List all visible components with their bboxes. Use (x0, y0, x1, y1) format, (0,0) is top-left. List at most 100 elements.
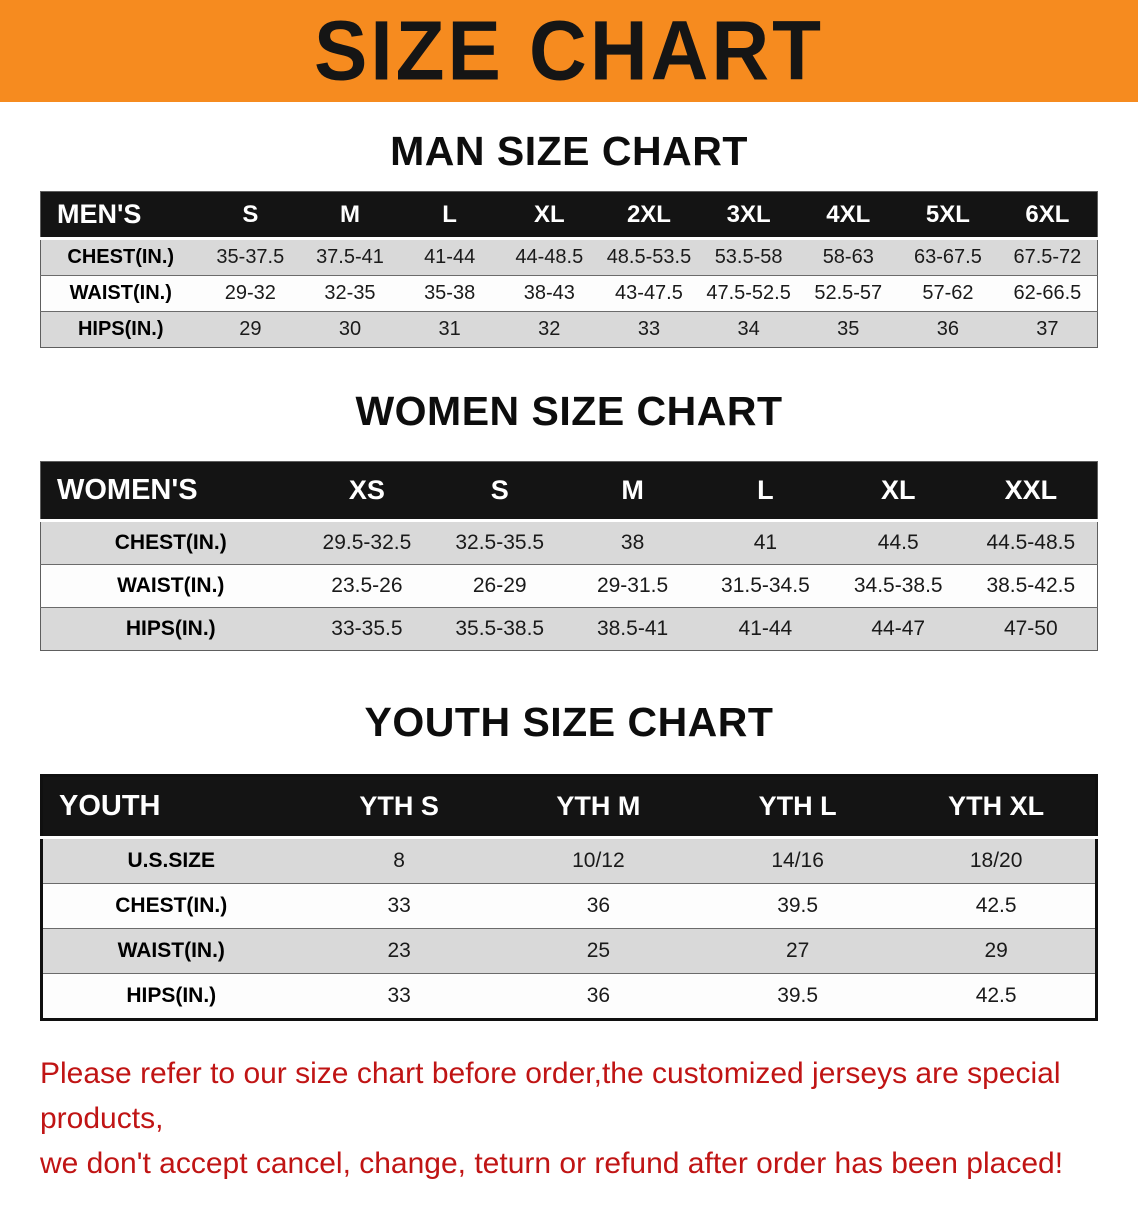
header-row: YOUTH YTH S YTH M YTH L YTH XL (41, 775, 1097, 839)
value-cell: 29-31.5 (566, 564, 699, 608)
table-title-cell: WOMEN'S (40, 461, 301, 522)
value-cell: 29 (200, 311, 301, 348)
table-row: HIPS(IN.) 29 30 31 32 33 34 35 36 37 (40, 311, 1098, 348)
value-cell: 47.5-52.5 (698, 275, 799, 312)
column-header-cell: M (566, 461, 699, 522)
column-header-cell: 3XL (698, 191, 799, 240)
value-cell: 26-29 (433, 564, 567, 608)
footer-note-line-1: Please refer to our size chart before or… (40, 1057, 1061, 1135)
column-header-cell: L (698, 461, 832, 522)
value-cell: 27 (698, 928, 898, 974)
table-row: HIPS(IN.) 33 36 39.5 42.5 (41, 973, 1097, 1020)
value-cell: 29-32 (200, 275, 301, 312)
header-row: WOMEN'S XS S M L XL XXL (40, 461, 1098, 522)
value-cell: 32-35 (300, 275, 400, 312)
column-header-cell: YTH M (498, 775, 698, 839)
value-cell: 38-43 (499, 275, 600, 312)
value-cell: 23 (299, 928, 499, 974)
column-header-cell: XL (499, 191, 600, 240)
column-header-cell: XL (831, 461, 965, 522)
table-row: WAIST(IN.) 23 25 27 29 (41, 928, 1097, 974)
row-label-cell: CHEST(IN.) (41, 883, 300, 929)
column-header-cell: 2XL (599, 191, 699, 240)
value-cell: 38 (566, 520, 699, 565)
value-cell: 35 (798, 311, 899, 348)
column-header-cell: YTH XL (897, 775, 1097, 839)
column-header-cell: 4XL (798, 191, 899, 240)
value-cell: 36 (498, 973, 698, 1020)
column-header-cell: S (433, 461, 567, 522)
row-label-cell: WAIST(IN.) (40, 564, 301, 608)
value-cell: 38.5-41 (566, 607, 699, 651)
value-cell: 29.5-32.5 (300, 520, 434, 565)
row-label-cell: WAIST(IN.) (41, 928, 300, 974)
column-header-cell: YTH L (698, 775, 898, 839)
women-section-heading: WOMEN SIZE CHART (355, 388, 783, 434)
row-label-cell: U.S.SIZE (41, 837, 300, 884)
value-cell: 30 (300, 311, 400, 348)
value-cell: 47-50 (964, 607, 1098, 651)
table-row: HIPS(IN.) 33-35.5 35.5-38.5 38.5-41 41-44 44-… (40, 607, 1098, 651)
footer-note-line-2: we don't accept cancel, change, teturn o… (40, 1147, 1064, 1180)
value-cell: 39.5 (698, 883, 898, 929)
value-cell: 53.5-58 (698, 238, 799, 276)
value-cell: 52.5-57 (798, 275, 899, 312)
value-cell: 38.5-42.5 (964, 564, 1098, 608)
table-title-cell: YOUTH (41, 775, 300, 839)
value-cell: 67.5-72 (997, 238, 1098, 276)
row-label-cell: CHEST(IN.) (40, 520, 301, 565)
women-size-table: WOMEN'S XS S M L XL XXL CHEST(IN.) 29.5-32.5 32.5… (40, 461, 1098, 651)
row-label-cell: WAIST(IN.) (40, 275, 201, 312)
value-cell: 10/12 (498, 837, 698, 884)
value-cell: 44-48.5 (499, 238, 600, 276)
column-header-cell: XS (300, 461, 434, 522)
value-cell: 37 (997, 311, 1098, 348)
column-header-cell: XXL (964, 461, 1098, 522)
value-cell: 58-63 (798, 238, 899, 276)
value-cell: 33-35.5 (300, 607, 434, 651)
value-cell: 31.5-34.5 (698, 564, 832, 608)
value-cell: 44.5-48.5 (964, 520, 1098, 565)
table-row: WAIST(IN.) 29-32 32-35 35-38 38-43 43-47.5 47.… (40, 275, 1098, 312)
row-label-cell: HIPS(IN.) (40, 607, 301, 651)
value-cell: 33 (299, 973, 499, 1020)
column-header-cell: 5XL (898, 191, 998, 240)
value-cell: 44-47 (831, 607, 965, 651)
value-cell: 34.5-38.5 (831, 564, 965, 608)
value-cell: 42.5 (897, 973, 1097, 1020)
value-cell: 31 (399, 311, 500, 348)
value-cell: 43-47.5 (599, 275, 699, 312)
men-table-wrap: MEN'S S M L XL 2XL 3XL 4XL 5XL 6XL CHEST(IN.) 35-37… (40, 191, 1098, 348)
value-cell: 62-66.5 (997, 275, 1098, 312)
value-cell: 33 (599, 311, 699, 348)
value-cell: 14/16 (698, 837, 898, 884)
value-cell: 36 (498, 883, 698, 929)
value-cell: 32 (499, 311, 600, 348)
value-cell: 35.5-38.5 (433, 607, 567, 651)
value-cell: 41-44 (399, 238, 500, 276)
value-cell: 25 (498, 928, 698, 974)
header-row: MEN'S S M L XL 2XL 3XL 4XL 5XL 6XL (40, 191, 1098, 240)
value-cell: 18/20 (897, 837, 1097, 884)
column-header-cell: L (399, 191, 500, 240)
footer-note: Please refer to our size chart before or… (40, 1051, 1098, 1186)
women-table-wrap: WOMEN'S XS S M L XL XXL CHEST(IN.) 29.5-32.5 32.5… (40, 461, 1098, 651)
row-label-cell: HIPS(IN.) (41, 973, 300, 1020)
column-header-cell: 6XL (997, 191, 1098, 240)
row-label-cell: CHEST(IN.) (40, 238, 201, 276)
value-cell: 36 (898, 311, 998, 348)
value-cell: 35-38 (399, 275, 500, 312)
banner-title: SIZE CHART (314, 3, 824, 98)
value-cell: 37.5-41 (300, 238, 400, 276)
value-cell: 32.5-35.5 (433, 520, 567, 565)
table-row: CHEST(IN.) 29.5-32.5 32.5-35.5 38 41 44.5 44.5… (40, 520, 1098, 565)
value-cell: 48.5-53.5 (599, 238, 699, 276)
value-cell: 63-67.5 (898, 238, 998, 276)
size-chart-banner: SIZE CHART (0, 0, 1138, 102)
value-cell: 35-37.5 (200, 238, 301, 276)
value-cell: 34 (698, 311, 799, 348)
table-title-cell: MEN'S (40, 191, 201, 240)
value-cell: 57-62 (898, 275, 998, 312)
value-cell: 23.5-26 (300, 564, 434, 608)
table-row: WAIST(IN.) 23.5-26 26-29 29-31.5 31.5-34.5 34… (40, 564, 1098, 608)
